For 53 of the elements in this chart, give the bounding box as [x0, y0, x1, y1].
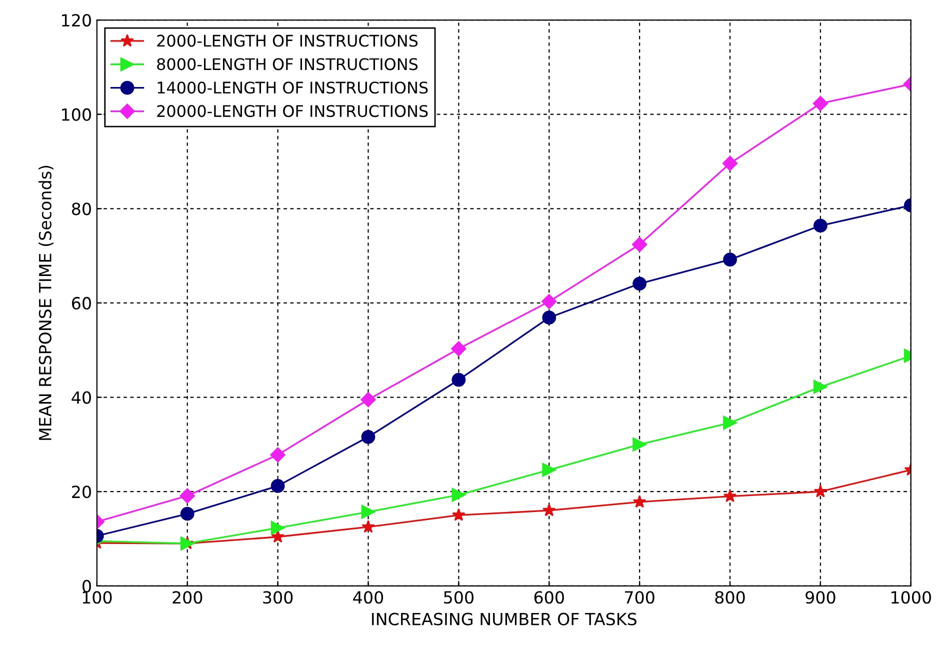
point: [814, 218, 828, 233]
point: [814, 484, 828, 498]
y-tick-label: 80: [72, 202, 91, 216]
point: [362, 520, 375, 533]
x-tick-label: 1000: [892, 591, 931, 604]
point: [451, 341, 466, 356]
point: [452, 372, 466, 387]
x-tick-label: 500: [444, 591, 474, 604]
point: [542, 294, 557, 310]
x-tick-label: 600: [534, 591, 564, 604]
legend-label: 8000-LENGTH OF INSTRUCTIONS: [157, 58, 418, 70]
point: [270, 447, 286, 462]
point: [361, 504, 376, 519]
point: [542, 310, 556, 325]
point: [722, 156, 738, 171]
x-tick-label: 700: [625, 591, 654, 604]
point: [270, 479, 285, 493]
point: [812, 96, 828, 112]
point: [723, 252, 737, 267]
point: [723, 416, 737, 430]
x-tick-label: 800: [715, 591, 745, 604]
point: [542, 462, 556, 477]
x-tick-label: 300: [263, 591, 293, 604]
x-tick-label: 900: [806, 591, 836, 604]
y-tick-label: 100: [62, 108, 91, 121]
y-tick-label: 60: [72, 296, 91, 310]
legend-label: 20000-LENGTH OF INSTRUCTIONS: [157, 105, 428, 118]
point: [632, 276, 647, 291]
y-axis-title: MEAN RESPONSE TIME (Seconds): [38, 166, 54, 440]
point: [542, 504, 556, 516]
point: [632, 495, 646, 508]
y-tick-label: 40: [72, 391, 91, 404]
x-tick-label: 400: [353, 591, 384, 604]
point: [452, 508, 466, 521]
legend-label: 14000-LENGTH OF INSTRUCTIONS: [158, 82, 428, 94]
x-tick-label: 100: [82, 591, 112, 604]
point: [723, 489, 737, 502]
point: [271, 530, 284, 543]
y-tick-label: 120: [62, 14, 91, 27]
point: [180, 488, 195, 504]
y-tick-label: 20: [72, 486, 91, 498]
point: [632, 236, 648, 252]
y-tick-label: 0: [82, 580, 91, 592]
x-axis-title: INCREASING NUMBER OF TASKS: [372, 612, 636, 626]
legend-label: 2000-LENGTH OF INSTRUCTIONS: [157, 34, 418, 47]
point: [270, 520, 285, 535]
point: [361, 430, 376, 444]
point: [180, 506, 194, 521]
point: [814, 380, 828, 394]
point: [452, 488, 466, 502]
x-tick-label: 200: [172, 591, 202, 604]
point: [360, 392, 376, 408]
point: [632, 438, 647, 452]
